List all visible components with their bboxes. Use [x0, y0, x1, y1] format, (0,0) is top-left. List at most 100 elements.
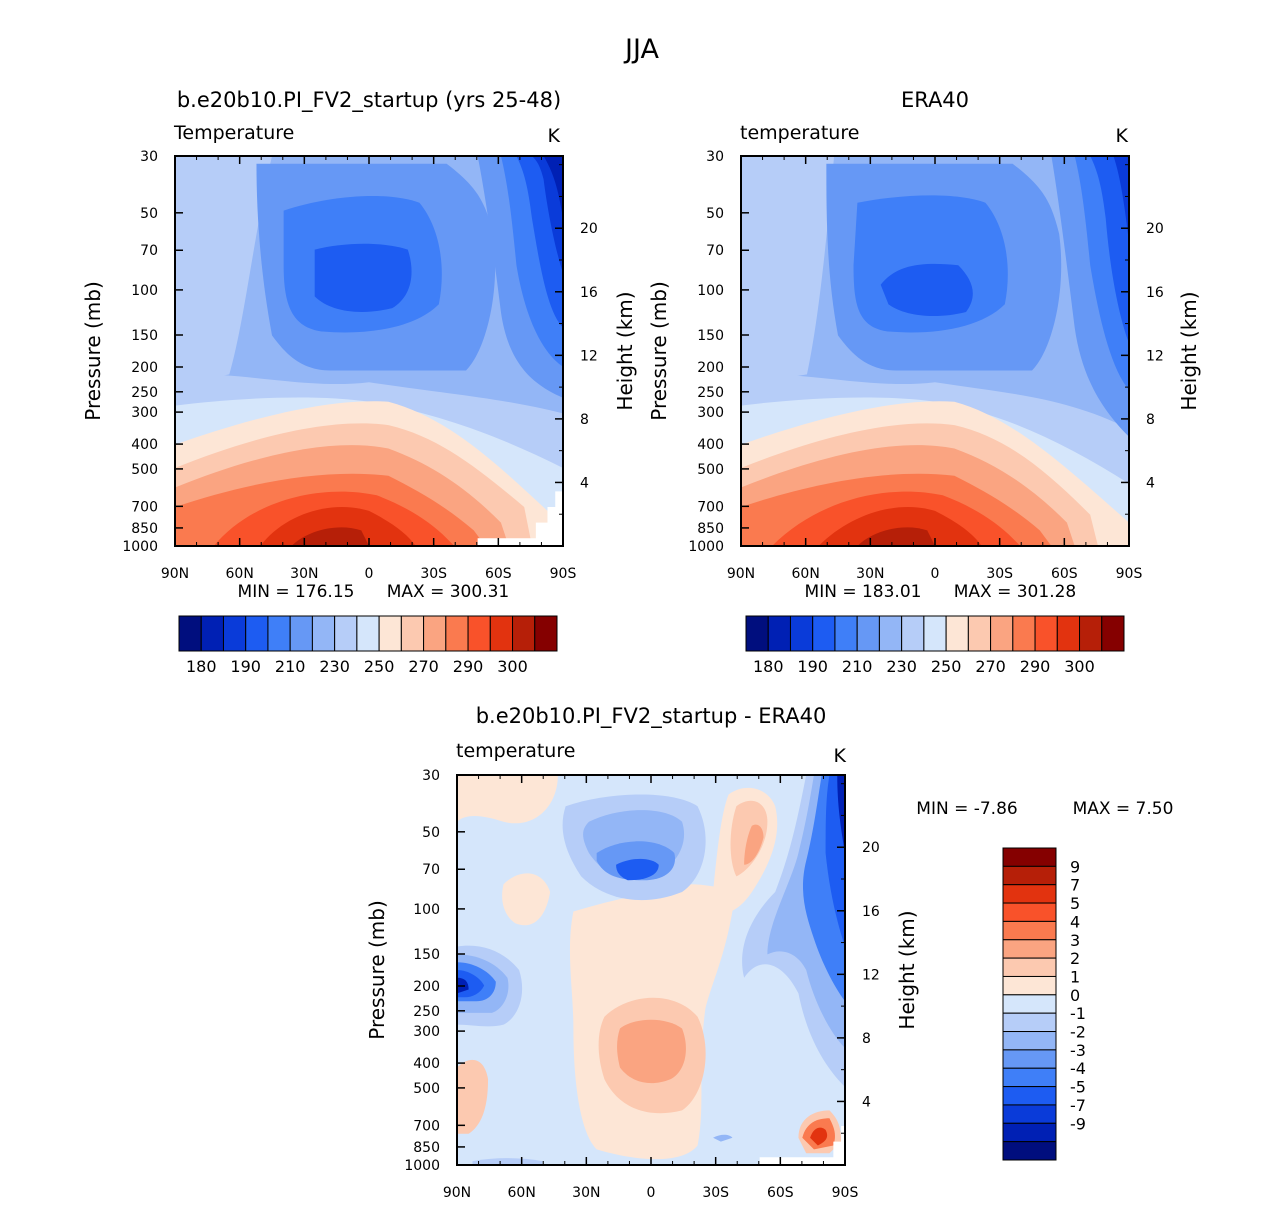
colorbar-label: 300 — [1064, 657, 1095, 676]
colorbar-swatch — [1002, 957, 1057, 977]
colorbar-swatch — [767, 615, 791, 652]
colorbar-swatch — [1012, 615, 1036, 652]
y-tick-label: 850 — [413, 1140, 440, 1156]
x-tick-label: 30S — [986, 566, 1013, 582]
colorbar-label: -3 — [1070, 1041, 1086, 1060]
y-tick-label: 100 — [697, 283, 724, 299]
colorbar-swatch — [267, 615, 291, 652]
colorbar-swatch — [745, 615, 769, 652]
x-tick-label: 60N — [508, 1185, 536, 1201]
y-tick-label: 500 — [131, 462, 158, 478]
panel-diff-min: MIN = -7.86 — [916, 799, 1017, 819]
x-tick-label: 60N — [792, 566, 820, 582]
x-tick-label: 90S — [832, 1185, 859, 1201]
panel-obs-title: ERA40 — [901, 88, 969, 112]
colorbar-swatch — [1002, 902, 1057, 922]
colorbar-swatch — [1002, 1031, 1057, 1051]
y-tick-label: 400 — [131, 437, 158, 453]
colorbar-label: 7 — [1070, 876, 1080, 895]
colorbar-swatch — [423, 615, 447, 652]
colorbar-swatch — [356, 615, 380, 652]
y-tick-label: 150 — [697, 328, 724, 344]
y-tick-label: 250 — [131, 385, 158, 401]
panel-model-max: MAX = 300.31 — [387, 582, 509, 602]
colorbar-label: 270 — [408, 657, 439, 676]
colorbar-swatch — [467, 615, 491, 652]
y-tick-label: 70 — [140, 243, 158, 259]
panel-obs-yticks: 30 50 70 100 150 200 250 300 400 500 700 850 1000 — [688, 149, 749, 555]
colorbar-swatch — [878, 615, 903, 652]
colorbar-label: 4 — [1070, 912, 1080, 931]
y-tick-label: 150 — [131, 328, 158, 344]
panel-diff-yticks: 30 50 70 100 150 200 250 300 400 500 700 850 1000 — [404, 768, 465, 1174]
colorbar-swatch — [967, 615, 992, 652]
colorbar-label: 9 — [1070, 857, 1080, 876]
colorbar-swatch — [512, 615, 536, 652]
colorbar-label: 270 — [975, 657, 1006, 676]
panel-obs-ylabel: Pressure (mb) — [647, 281, 671, 421]
x-tick-label: 30N — [856, 566, 884, 582]
x-tick-label: 30S — [702, 1185, 729, 1201]
colorbar-swatch — [400, 615, 425, 652]
height-tick-label: 4 — [580, 475, 589, 491]
height-tick-label: 16 — [862, 904, 880, 920]
colorbar-label: 230 — [319, 657, 350, 676]
colorbar-swatch — [222, 615, 247, 652]
x-tick-label: 60S — [485, 566, 512, 582]
height-tick-label: 12 — [1146, 348, 1164, 364]
y-tick-label: 1000 — [688, 539, 724, 555]
panel-model: b.e20b10.PI_FV2_startup (yrs 25-48) Temp… — [81, 88, 637, 676]
colorbar-swatch — [1002, 1104, 1057, 1124]
colorbar-swatch — [1002, 1012, 1057, 1033]
colorbar-label: -7 — [1070, 1096, 1086, 1115]
x-tick-label: 0 — [365, 566, 374, 582]
y-tick-label: 1000 — [122, 539, 158, 555]
x-tick-label: 90S — [550, 566, 577, 582]
y-tick-label: 100 — [131, 283, 158, 299]
panel-obs-xticks: 90N 60N 30N 0 30S 60S 90S — [727, 156, 1143, 582]
contour-fill-diff — [457, 775, 845, 1165]
x-tick-label: 90N — [443, 1185, 471, 1201]
colorbar-label: 180 — [753, 657, 784, 676]
colorbar-label: 250 — [364, 657, 395, 676]
y-tick-label: 500 — [413, 1081, 440, 1097]
colorbar-swatch — [489, 615, 514, 652]
colorbar-swatch — [901, 615, 925, 652]
x-tick-label: 90S — [1116, 566, 1143, 582]
panel-obs-ylabel-right: Height (km) — [1177, 291, 1201, 410]
y-tick-label: 200 — [413, 979, 440, 995]
colorbar-swatch — [1002, 975, 1057, 996]
panel-diff-max: MAX = 7.50 — [1073, 799, 1174, 819]
y-tick-label: 150 — [413, 947, 440, 963]
height-tick-label: 8 — [862, 1031, 871, 1047]
height-tick-label: 20 — [580, 221, 598, 237]
colorbar-swatch — [378, 615, 402, 652]
colorbar-label: 230 — [886, 657, 917, 676]
y-tick-label: 50 — [140, 206, 158, 222]
y-tick-label: 850 — [131, 521, 158, 537]
y-tick-label: 70 — [422, 862, 440, 878]
colorbar-swatch — [1002, 994, 1057, 1014]
x-tick-label: 0 — [647, 1185, 656, 1201]
x-tick-label: 0 — [931, 566, 940, 582]
y-tick-label: 30 — [422, 768, 440, 784]
colorbar-swatch — [1101, 615, 1125, 652]
colorbar-swatch — [1056, 615, 1081, 652]
panel-obs: ERA40 temperature K — [647, 88, 1201, 676]
colorbar-swatch — [1079, 615, 1103, 652]
colorbar-label: 290 — [1020, 657, 1051, 676]
height-tick-label: 16 — [580, 285, 598, 301]
colorbar-swatch — [1002, 847, 1057, 867]
y-tick-label: 300 — [413, 1024, 440, 1040]
page-title: JJA — [623, 34, 659, 65]
panel-model-xticks: 90N 60N 30N 0 30S 60S 90S — [161, 156, 577, 582]
height-tick-label: 20 — [1146, 221, 1164, 237]
panel-diff-title: b.e20b10.PI_FV2_startup - ERA40 — [476, 704, 827, 729]
colorbar-label: 3 — [1070, 931, 1080, 950]
colorbar-label: 5 — [1070, 894, 1080, 913]
y-tick-label: 700 — [131, 499, 158, 515]
colorbar-swatch — [245, 615, 269, 652]
panel-model-title: b.e20b10.PI_FV2_startup (yrs 25-48) — [177, 88, 561, 113]
